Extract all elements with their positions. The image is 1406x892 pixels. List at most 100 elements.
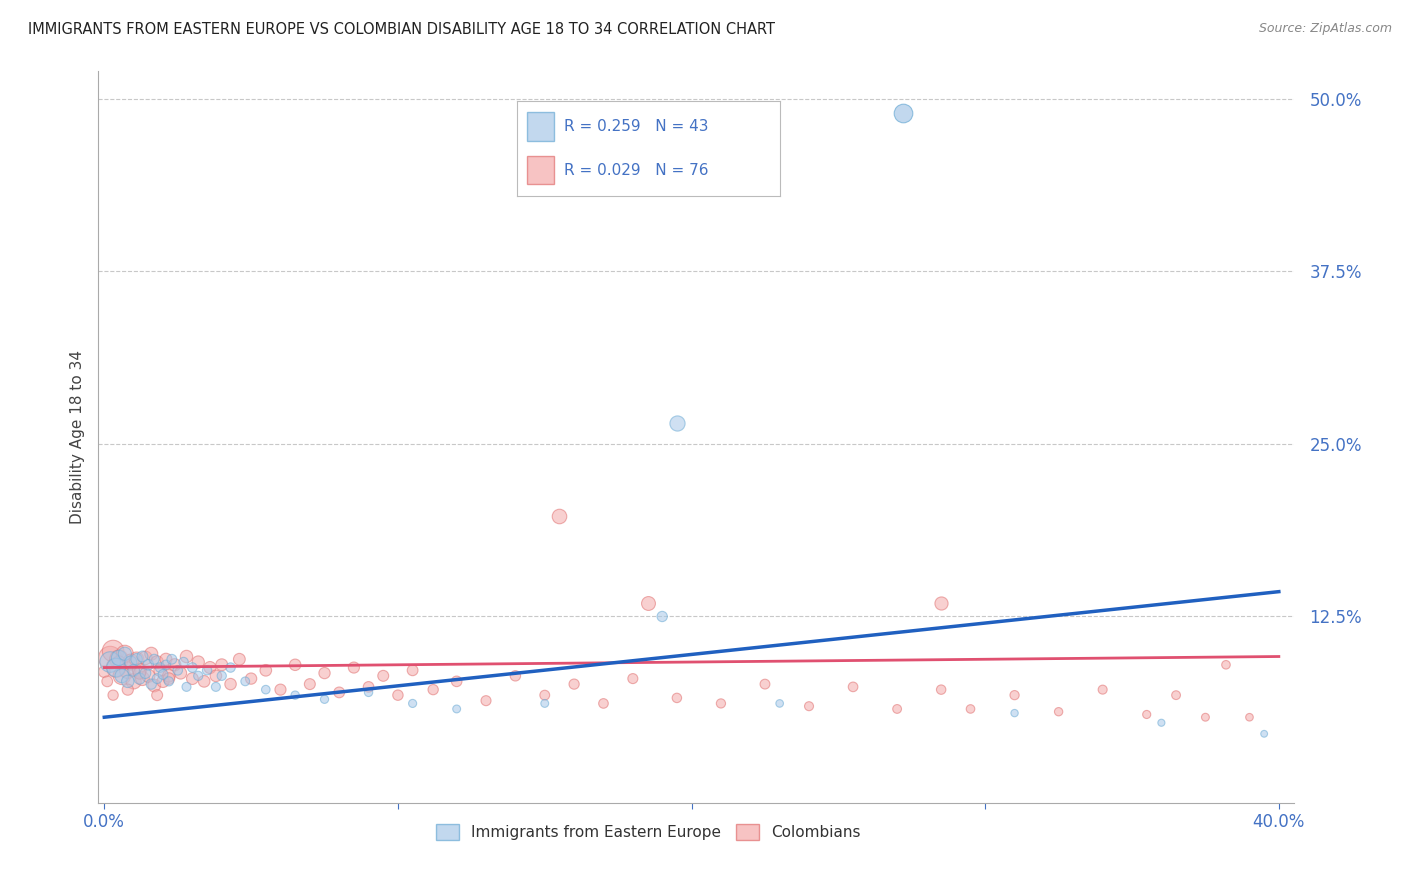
Point <box>138 657 160 672</box>
Point <box>105 660 128 674</box>
Point <box>240 672 263 686</box>
Point <box>122 663 145 677</box>
Point <box>637 596 659 610</box>
Point <box>93 665 115 679</box>
Point <box>157 669 180 683</box>
Point <box>146 688 169 702</box>
Point <box>134 651 156 665</box>
Point <box>284 657 307 672</box>
Point <box>211 669 233 683</box>
Point <box>548 508 571 523</box>
Point <box>446 702 468 716</box>
Point <box>1215 657 1237 672</box>
Point <box>401 663 423 677</box>
Point <box>211 657 233 672</box>
Point <box>1253 727 1275 741</box>
Point <box>125 652 148 666</box>
Point <box>1004 706 1026 720</box>
Point <box>562 677 585 691</box>
Point <box>959 702 981 716</box>
Point <box>114 647 136 661</box>
Point <box>155 657 177 672</box>
Point <box>176 680 198 694</box>
Point <box>128 663 150 677</box>
Point <box>152 667 174 681</box>
Point <box>120 655 142 669</box>
Point <box>298 677 321 691</box>
Y-axis label: Disability Age 18 to 34: Disability Age 18 to 34 <box>69 350 84 524</box>
Point <box>357 680 380 694</box>
Point <box>141 677 163 691</box>
Point <box>134 666 156 681</box>
Point <box>131 649 153 664</box>
Point <box>146 655 169 669</box>
Point <box>387 688 409 702</box>
Point <box>254 682 277 697</box>
Point <box>1091 682 1114 697</box>
Legend: Immigrants from Eastern Europe, Colombians: Immigrants from Eastern Europe, Colombia… <box>429 818 868 847</box>
Point <box>1004 688 1026 702</box>
Point <box>120 655 142 669</box>
Text: IMMIGRANTS FROM EASTERN EUROPE VS COLOMBIAN DISABILITY AGE 18 TO 34 CORRELATION : IMMIGRANTS FROM EASTERN EUROPE VS COLOMB… <box>28 22 775 37</box>
Point <box>146 672 169 686</box>
Point <box>1047 705 1070 719</box>
Point <box>651 609 673 624</box>
Point <box>181 672 204 686</box>
Point <box>173 655 195 669</box>
Point <box>621 672 644 686</box>
Point <box>533 697 555 711</box>
Point <box>149 660 172 674</box>
Point <box>314 666 336 681</box>
Point <box>117 674 139 689</box>
Point <box>205 669 228 683</box>
Point <box>111 669 134 683</box>
Text: Source: ZipAtlas.com: Source: ZipAtlas.com <box>1258 22 1392 36</box>
Point <box>446 674 468 689</box>
Point <box>233 674 256 689</box>
Point <box>98 655 121 669</box>
Point <box>401 697 423 711</box>
Point <box>505 669 527 683</box>
Point <box>155 652 177 666</box>
Point <box>929 682 952 697</box>
Point <box>176 649 198 664</box>
Point <box>1150 715 1173 730</box>
Point <box>166 663 188 677</box>
Point <box>373 669 395 683</box>
Point <box>343 660 366 674</box>
Point <box>131 672 153 686</box>
Point <box>122 674 145 689</box>
Point <box>101 688 124 702</box>
Point <box>710 697 733 711</box>
Point <box>111 669 134 683</box>
Point <box>254 663 277 677</box>
Point <box>149 663 172 677</box>
Point <box>114 647 136 661</box>
Point <box>357 685 380 699</box>
Point <box>314 692 336 706</box>
Point <box>128 666 150 681</box>
Point <box>269 682 291 697</box>
Point <box>187 669 209 683</box>
Point <box>157 672 180 686</box>
Point <box>98 651 121 665</box>
Point <box>143 678 166 692</box>
Point <box>754 677 776 691</box>
Point <box>117 682 139 697</box>
Point <box>228 652 250 666</box>
Point <box>769 697 792 711</box>
Point <box>128 672 150 686</box>
Point <box>422 682 444 697</box>
Point <box>219 677 242 691</box>
Point <box>929 596 952 610</box>
Point <box>169 666 191 681</box>
Point <box>1239 710 1261 724</box>
Point <box>125 652 148 666</box>
Point <box>101 644 124 658</box>
Point <box>328 685 350 699</box>
Point <box>1164 688 1187 702</box>
Point <box>105 660 128 674</box>
Point <box>157 674 180 689</box>
Point <box>193 674 215 689</box>
Point <box>195 663 218 677</box>
